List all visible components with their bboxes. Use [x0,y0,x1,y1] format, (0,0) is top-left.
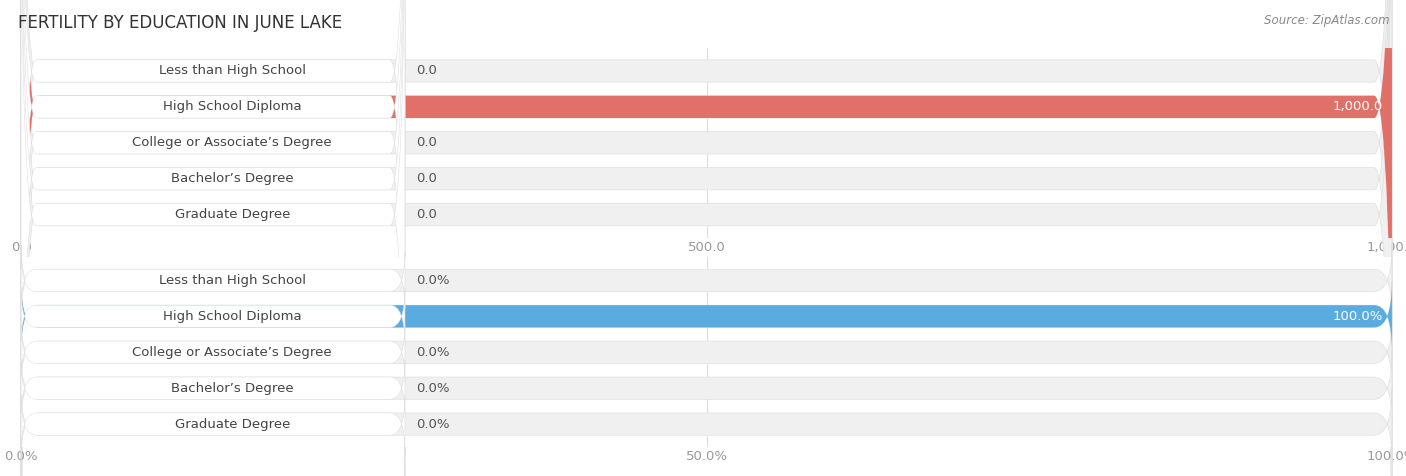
FancyBboxPatch shape [21,0,405,476]
Text: 0.0: 0.0 [416,64,437,78]
FancyBboxPatch shape [21,317,1392,388]
Text: 0.0: 0.0 [416,172,437,185]
Text: College or Associate’s Degree: College or Associate’s Degree [132,346,332,359]
Text: Graduate Degree: Graduate Degree [174,208,290,221]
FancyBboxPatch shape [21,0,405,476]
FancyBboxPatch shape [21,281,1392,352]
Text: 1,000.0: 1,000.0 [1333,100,1384,113]
FancyBboxPatch shape [21,0,1392,476]
FancyBboxPatch shape [21,0,1392,476]
Text: Bachelor’s Degree: Bachelor’s Degree [172,382,294,395]
FancyBboxPatch shape [21,281,1392,352]
FancyBboxPatch shape [21,0,405,455]
Text: Bachelor’s Degree: Bachelor’s Degree [172,172,294,185]
Text: Less than High School: Less than High School [159,64,305,78]
FancyBboxPatch shape [21,324,405,381]
Text: Less than High School: Less than High School [159,274,305,287]
Text: 0.0%: 0.0% [416,346,450,359]
Text: 0.0: 0.0 [416,208,437,221]
Text: 0.0%: 0.0% [416,274,450,287]
FancyBboxPatch shape [21,288,405,345]
FancyBboxPatch shape [21,388,1392,460]
Text: High School Diploma: High School Diploma [163,100,301,113]
FancyBboxPatch shape [21,0,1392,476]
FancyBboxPatch shape [21,396,405,453]
FancyBboxPatch shape [21,0,1392,476]
Text: 0.0%: 0.0% [416,417,450,431]
Text: Graduate Degree: Graduate Degree [174,417,290,431]
FancyBboxPatch shape [21,0,1392,476]
Text: 0.0: 0.0 [416,136,437,149]
Text: FERTILITY BY EDUCATION IN JUNE LAKE: FERTILITY BY EDUCATION IN JUNE LAKE [18,14,343,32]
FancyBboxPatch shape [21,252,405,309]
Text: Source: ZipAtlas.com: Source: ZipAtlas.com [1264,14,1389,27]
Text: High School Diploma: High School Diploma [163,310,301,323]
FancyBboxPatch shape [21,0,405,476]
FancyBboxPatch shape [21,0,1392,476]
Text: College or Associate’s Degree: College or Associate’s Degree [132,136,332,149]
FancyBboxPatch shape [21,360,405,416]
Text: 0.0%: 0.0% [416,382,450,395]
FancyBboxPatch shape [21,245,1392,316]
Text: 100.0%: 100.0% [1333,310,1384,323]
FancyBboxPatch shape [21,0,405,476]
FancyBboxPatch shape [21,353,1392,424]
